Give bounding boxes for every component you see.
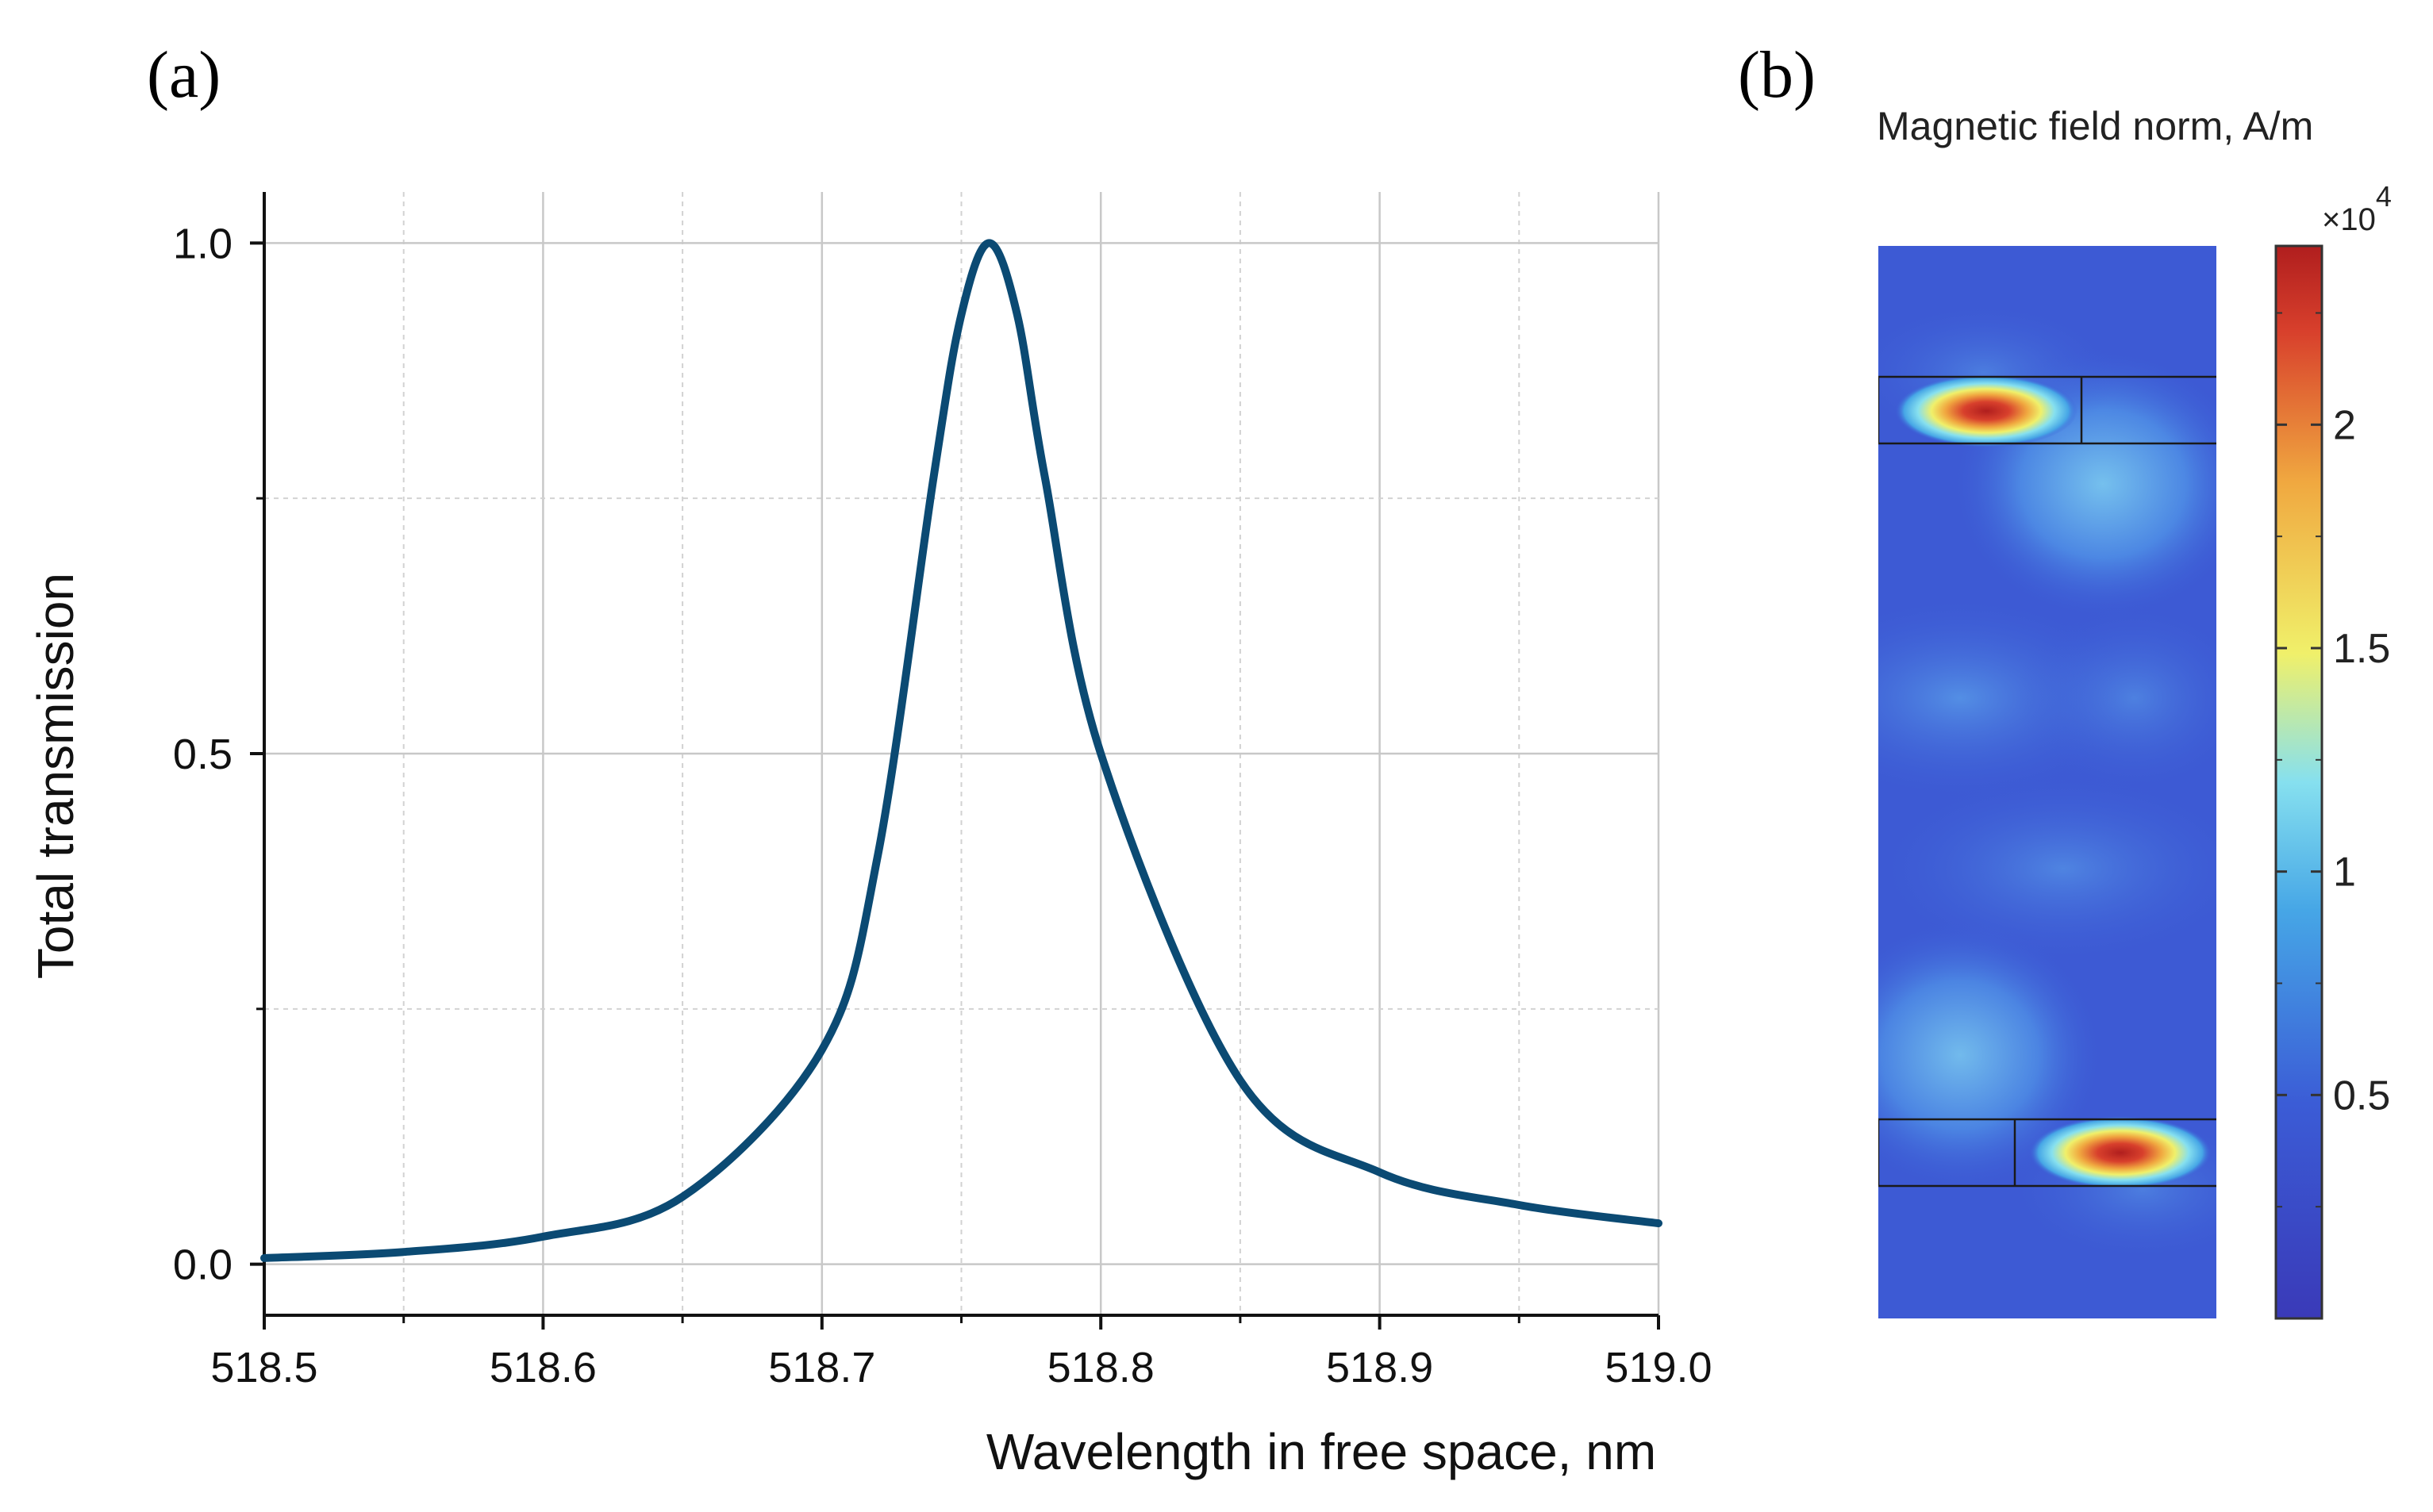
x-tick-label: 518.6	[490, 1344, 597, 1391]
y-tick-label: 1.0	[173, 220, 233, 267]
field-lobe	[1878, 920, 2103, 1190]
x-tick-label: 518.7	[768, 1344, 875, 1391]
panel-label-b: (b)	[1738, 38, 1816, 112]
field-map	[1878, 246, 2216, 1318]
y-tick-labels: 0.0 0.5 1.0	[173, 220, 233, 1288]
x-axis-title: Wavelength in free space, nm	[986, 1423, 1656, 1480]
colorbar-tick-label: 2	[2333, 402, 2356, 448]
field-map-title: Magnetic field norm, A/m	[1877, 104, 2313, 148]
x-tick-labels: 518.5 518.6 518.7 518.8 518.9 519.0	[210, 1344, 1712, 1391]
series	[260, 239, 1662, 1262]
x-tick-label: 519.0	[1605, 1344, 1712, 1391]
x-tick-label: 518.8	[1047, 1344, 1155, 1391]
field-lobe	[2016, 603, 2216, 793]
colorbar-tick-label: 0.5	[2333, 1073, 2390, 1119]
field-lobe	[1878, 773, 2216, 964]
colorbar-ticks: 0.5 1 1.5 2	[2276, 312, 2390, 1208]
grid-lines	[264, 192, 1660, 1315]
colorbar	[2274, 244, 2323, 1320]
y-tick-label: 0.0	[173, 1241, 233, 1289]
field-hotspot-top	[1895, 374, 2077, 447]
x-tick-label: 518.9	[1326, 1344, 1433, 1391]
waveguide-outline-bottom	[1878, 1118, 2216, 1188]
panel-label-a: (a)	[147, 38, 221, 112]
colorbar-tick-label: 1.5	[2333, 626, 2390, 672]
field-hotspot-bottom	[2029, 1116, 2212, 1189]
waveguide-outline-top	[1878, 375, 2216, 445]
y-axis-title: Total transmission	[27, 573, 84, 979]
y-tick-label: 0.5	[173, 731, 233, 778]
colorbar-multiplier: ×104	[2322, 180, 2392, 237]
x-tick-label: 518.5	[210, 1344, 317, 1391]
series-line-transmission	[260, 239, 1662, 1262]
colorbar-tick-label: 1	[2333, 850, 2356, 896]
ticks	[250, 241, 1660, 1330]
